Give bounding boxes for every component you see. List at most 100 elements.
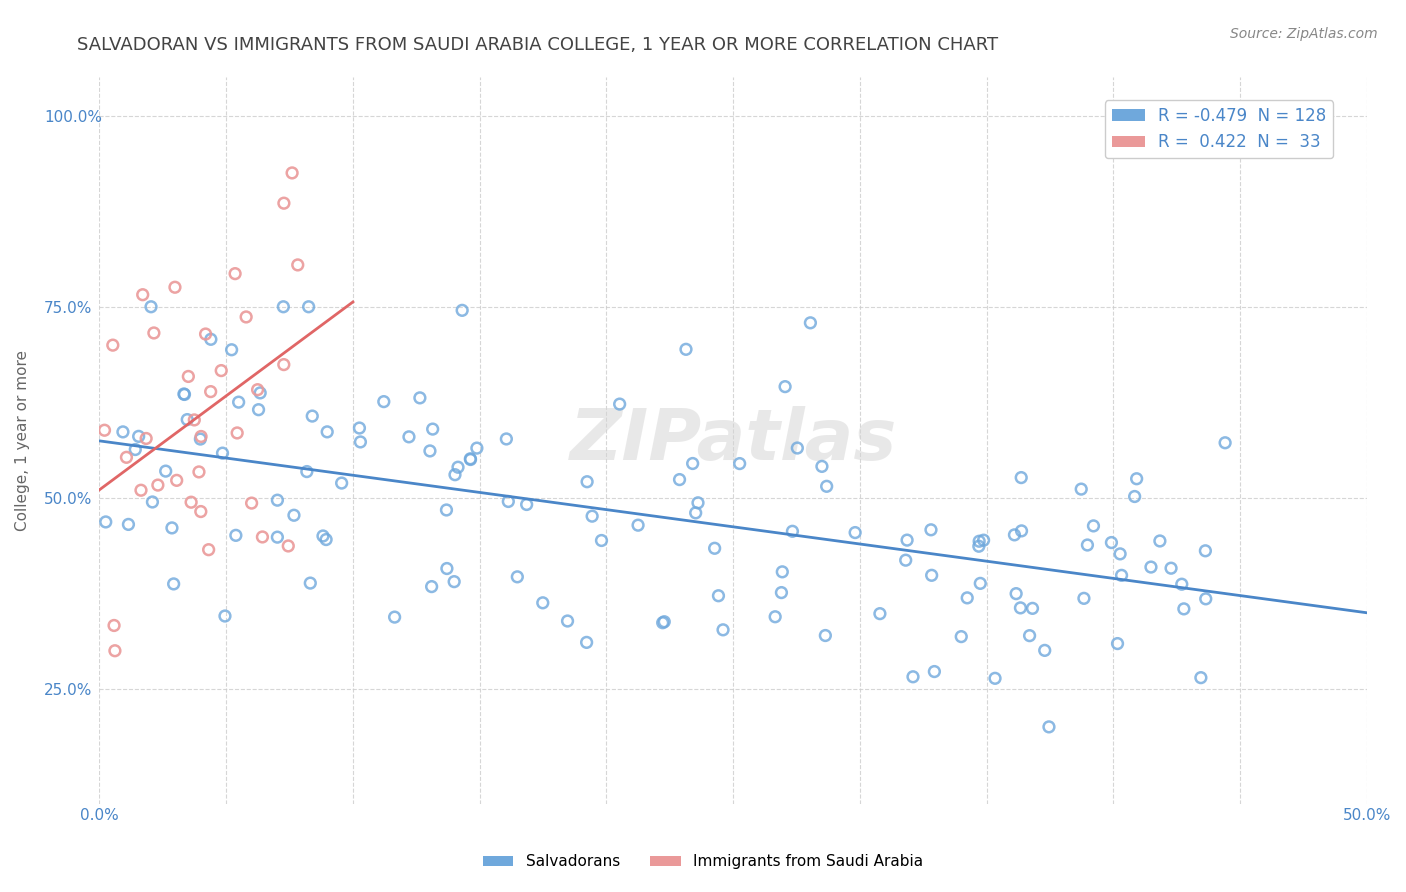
Point [252,530,274,544]
Point [685,506,707,520]
Point [94,515,117,529]
Point [609,397,631,411]
Point [273,300,295,314]
Point [901,670,924,684]
Point [163,280,186,294]
Point [249,385,271,400]
Point [1125,472,1147,486]
Point [844,525,866,540]
Point [869,607,891,621]
Point [811,459,834,474]
Point [447,460,470,475]
Point [142,326,165,340]
Point [703,541,725,556]
Point [247,402,270,417]
Point [173,387,195,401]
Point [129,483,152,498]
Point [1010,470,1032,484]
Point [214,609,236,624]
Point [315,533,337,547]
Point [141,495,163,509]
Point [166,474,188,488]
Point [531,596,554,610]
Point [1107,637,1129,651]
Point [349,421,371,435]
Point [349,434,371,449]
Point [139,300,162,314]
Point [773,379,796,393]
Point [591,533,613,548]
Point [224,267,246,281]
Point [197,542,219,557]
Point [1123,490,1146,504]
Point [420,580,443,594]
Point [301,409,323,423]
Point [104,644,127,658]
Point [173,387,195,401]
Point [273,358,295,372]
Point [1189,671,1212,685]
Legend: Salvadorans, Immigrants from Saudi Arabia: Salvadorans, Immigrants from Saudi Arabi… [477,848,929,875]
Point [155,464,177,478]
Point [419,444,441,458]
Point [436,561,458,575]
Point [627,518,650,533]
Point [225,528,247,542]
Text: ZIPatlas: ZIPatlas [569,406,897,475]
Point [312,529,335,543]
Point [200,384,222,399]
Point [283,508,305,523]
Point [209,363,232,377]
Point [330,476,353,491]
Point [786,441,808,455]
Point [1038,720,1060,734]
Point [675,343,697,357]
Point [235,310,257,324]
Point [266,493,288,508]
Point [443,574,465,589]
Point [398,430,420,444]
Point [924,665,946,679]
Point [682,457,704,471]
Point [967,534,990,549]
Point [1073,591,1095,606]
Point [581,509,603,524]
Point [1033,643,1056,657]
Point [115,450,138,465]
Point [1004,528,1026,542]
Point [460,452,482,467]
Point [316,425,339,439]
Point [814,628,837,642]
Point [498,494,520,508]
Point [1076,538,1098,552]
Point [128,429,150,443]
Point [295,465,318,479]
Point [146,478,169,492]
Point [124,442,146,457]
Point [921,568,943,582]
Point [652,615,675,629]
Point [651,615,673,630]
Point [373,394,395,409]
Point [1160,561,1182,575]
Point [273,196,295,211]
Point [770,585,793,599]
Point [132,287,155,301]
Point [103,618,125,632]
Point [728,457,751,471]
Point [298,300,321,314]
Point [160,521,183,535]
Point [1018,629,1040,643]
Point [1005,587,1028,601]
Text: Source: ZipAtlas.com: Source: ZipAtlas.com [1230,27,1378,41]
Point [465,441,488,455]
Point [1149,533,1171,548]
Point [707,589,730,603]
Point [782,524,804,539]
Point [770,565,793,579]
Point [1173,602,1195,616]
Point [973,533,995,548]
Point [711,623,734,637]
Point [967,539,990,553]
Point [969,576,991,591]
